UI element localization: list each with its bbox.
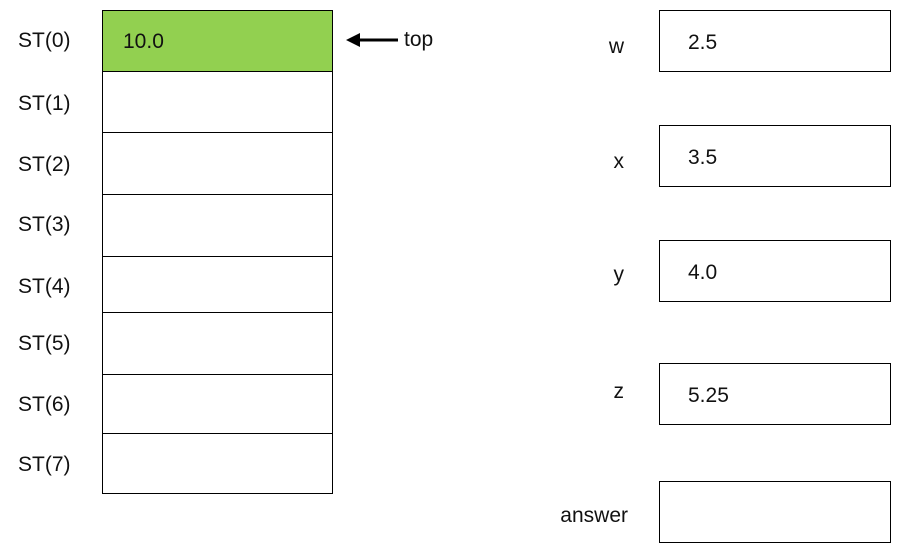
register-cell-st4 [102, 256, 333, 313]
variable-label-w: w [608, 35, 624, 58]
variable-box-answer [659, 481, 891, 543]
variable-box-w: 2.5 [659, 10, 891, 72]
variable-box-y: 4.0 [659, 240, 891, 302]
register-label-st3: ST(3) [18, 213, 71, 236]
variable-value-x: 3.5 [688, 146, 718, 169]
register-label-st1: ST(1) [18, 92, 71, 115]
variable-value-z: 5.25 [688, 384, 729, 407]
register-cell-st7 [102, 433, 333, 494]
top-pointer: top [346, 28, 433, 52]
variable-label-x: x [613, 150, 625, 173]
register-label-st2: ST(2) [18, 153, 71, 176]
variable-label-answer: answer [560, 504, 628, 527]
variable-value-w: 2.5 [688, 31, 718, 54]
register-cell-st6 [102, 374, 333, 434]
register-label-st5: ST(5) [18, 332, 71, 355]
register-cell-st3 [102, 194, 333, 257]
register-label-st7: ST(7) [18, 453, 71, 476]
variable-label-z: z [613, 380, 625, 403]
variable-label-y: y [613, 263, 625, 286]
register-cell-st2 [102, 132, 333, 195]
variable-value-y: 4.0 [688, 261, 718, 284]
register-value-st0: 10.0 [123, 30, 164, 53]
register-cell-st1 [102, 71, 333, 133]
left-arrow-icon [346, 33, 398, 47]
variable-box-x: 3.5 [659, 125, 891, 187]
variable-box-z: 5.25 [659, 363, 891, 425]
register-cell-st5 [102, 312, 333, 375]
register-label-st6: ST(6) [18, 393, 71, 416]
register-label-st4: ST(4) [18, 275, 71, 298]
register-cell-st0: 10.0 [102, 10, 333, 72]
top-pointer-label: top [404, 28, 434, 51]
register-label-st0: ST(0) [18, 29, 71, 52]
